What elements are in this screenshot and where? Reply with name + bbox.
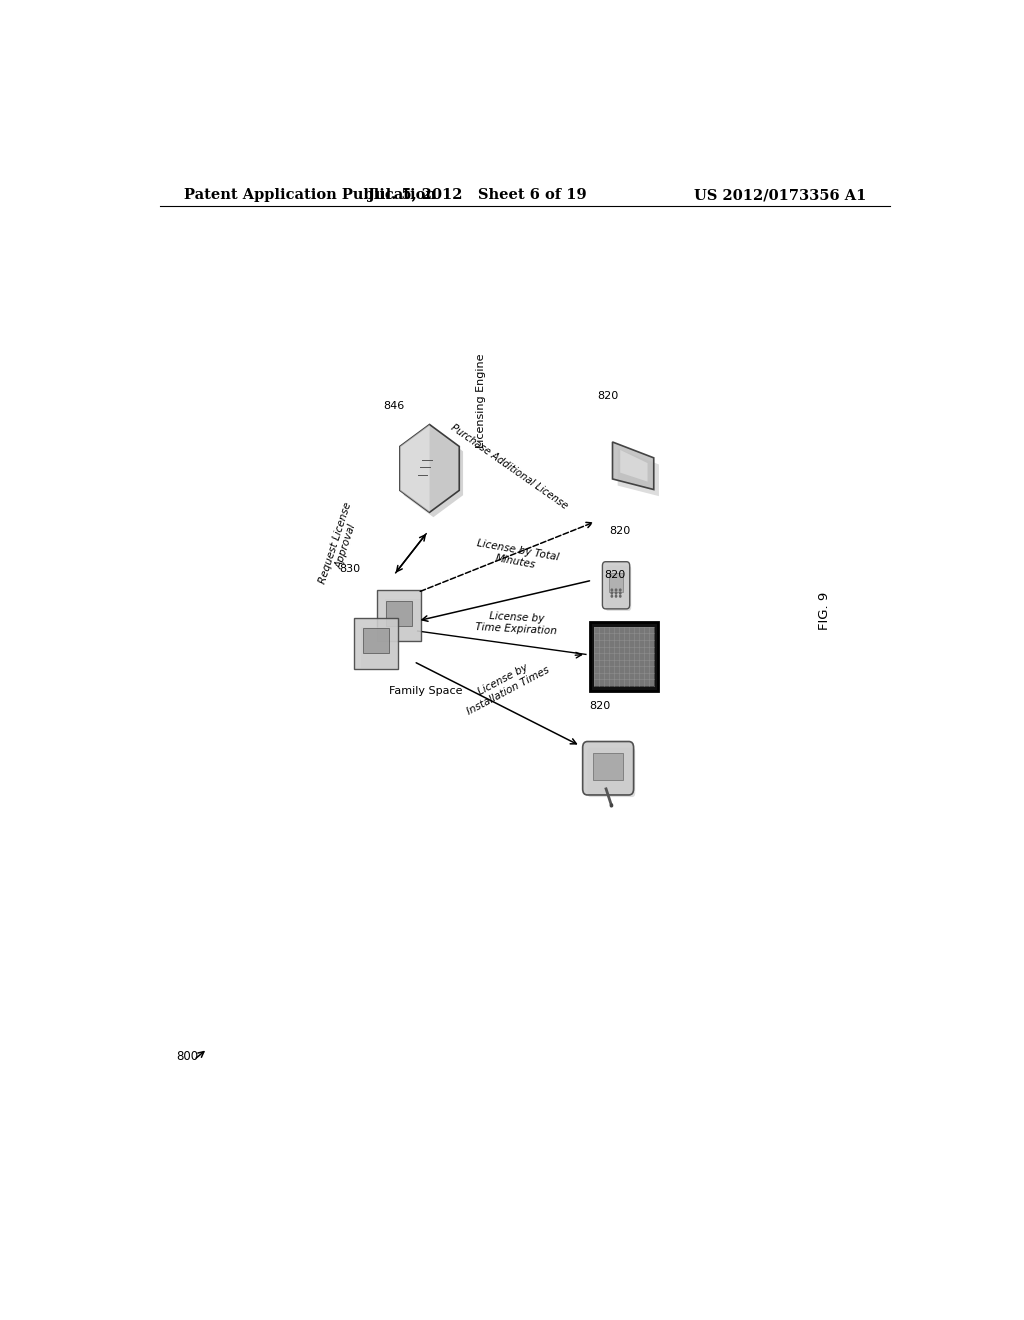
Text: US 2012/0173356 A1: US 2012/0173356 A1 [693, 189, 866, 202]
FancyBboxPatch shape [588, 747, 635, 797]
FancyBboxPatch shape [385, 599, 421, 640]
Text: FIG. 9: FIG. 9 [818, 591, 831, 630]
FancyBboxPatch shape [360, 627, 397, 668]
FancyBboxPatch shape [378, 590, 422, 642]
Circle shape [611, 589, 612, 591]
Text: Patent Application Publication: Patent Application Publication [183, 189, 435, 202]
Text: 820: 820 [597, 391, 618, 401]
Text: 820: 820 [609, 527, 631, 536]
Text: License by Total
Minutes: License by Total Minutes [474, 539, 560, 574]
FancyBboxPatch shape [386, 601, 413, 626]
Circle shape [615, 593, 616, 594]
Text: 820: 820 [590, 701, 611, 711]
Text: 820: 820 [604, 570, 625, 581]
Circle shape [610, 804, 612, 807]
Circle shape [620, 593, 621, 594]
Circle shape [611, 595, 612, 597]
FancyBboxPatch shape [608, 573, 624, 593]
Text: License by
Installation Times: License by Installation Times [460, 655, 552, 717]
FancyBboxPatch shape [602, 562, 630, 609]
Text: Jul. 5, 2012   Sheet 6 of 19: Jul. 5, 2012 Sheet 6 of 19 [368, 189, 587, 202]
Circle shape [611, 593, 612, 594]
Text: Family Space: Family Space [389, 686, 463, 696]
FancyBboxPatch shape [583, 742, 634, 795]
Text: Request License
Approval: Request License Approval [317, 500, 365, 589]
Polygon shape [621, 450, 647, 482]
Text: Purchase Additional License: Purchase Additional License [449, 422, 569, 511]
Text: 800: 800 [176, 1049, 199, 1063]
FancyBboxPatch shape [605, 566, 631, 611]
FancyBboxPatch shape [594, 627, 654, 686]
Polygon shape [400, 425, 459, 512]
Polygon shape [400, 425, 430, 512]
Text: 846: 846 [383, 401, 404, 412]
Text: License by
Time Expiration: License by Time Expiration [475, 610, 558, 636]
Circle shape [615, 589, 616, 591]
Circle shape [615, 595, 616, 597]
FancyBboxPatch shape [590, 622, 658, 692]
FancyBboxPatch shape [362, 628, 388, 653]
Polygon shape [617, 449, 658, 496]
Polygon shape [403, 429, 463, 517]
Text: 830: 830 [340, 564, 360, 574]
Polygon shape [612, 442, 653, 490]
FancyBboxPatch shape [353, 618, 397, 669]
Text: Licensing Engine: Licensing Engine [475, 354, 485, 447]
Circle shape [620, 595, 621, 597]
Circle shape [620, 589, 621, 591]
FancyBboxPatch shape [593, 752, 623, 780]
